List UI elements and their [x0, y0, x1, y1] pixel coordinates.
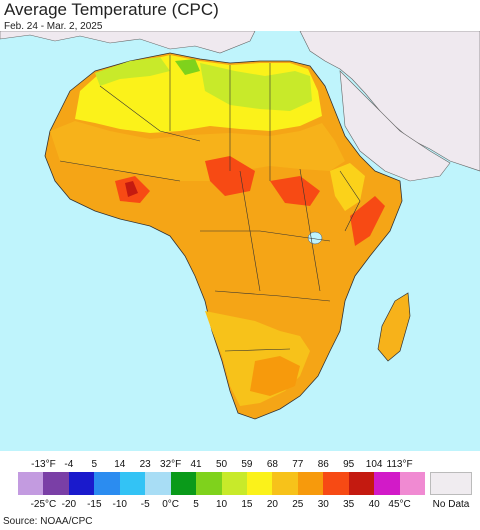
legend-tick-label: 10 [215, 499, 228, 510]
north-africa-lime [95, 57, 170, 86]
no-data-swatch [430, 472, 472, 495]
legend-tick-label: 68 [266, 459, 278, 470]
legend-tick-label: 41 [190, 459, 202, 470]
legend-tick-label: 59 [241, 459, 253, 470]
legend-tick-label: 14 [114, 459, 126, 470]
legend-tick-label: 0°C [162, 499, 180, 510]
hot-zone-darkred [125, 181, 138, 197]
madagascar [377, 292, 411, 362]
legend-tick-label: 30 [317, 499, 329, 510]
legend-swatch [145, 472, 171, 495]
legend-swatch [246, 472, 273, 495]
legend-swatch [374, 472, 400, 495]
legend-tick-label: 5 [193, 499, 199, 510]
south-coast-orange [250, 356, 300, 396]
legend-swatch [43, 472, 69, 495]
legend-swatch [119, 472, 146, 495]
legend-tick-label: -13°F [31, 459, 56, 470]
hot-zone-sudan [270, 176, 320, 206]
legend-swatch [68, 472, 95, 495]
legend-tick-label: 40 [368, 499, 380, 510]
hot-zone-east [350, 196, 385, 246]
legend-swatch [399, 472, 425, 495]
legend-tick-label: -4 [64, 459, 74, 470]
temperature-map [0, 31, 480, 451]
legend-swatch [221, 472, 247, 495]
color-legend: -13°F -4 5 14 23 32°F 41 50 59 68 77 86 95 104 113°F -… [0, 452, 480, 514]
source-credit: Source: NOAA/CPC [3, 516, 93, 527]
legend-tick-label: 23 [139, 459, 151, 470]
legend-tick-label: -5 [140, 499, 150, 510]
arabian-peninsula [339, 70, 451, 182]
country-borders [59, 55, 361, 352]
legend-tick-label: 15 [241, 499, 253, 510]
legend-swatch [94, 472, 120, 495]
libya-egypt-lime [200, 63, 312, 111]
legend-tick-label: 86 [317, 459, 329, 470]
coastal-green [175, 59, 200, 75]
sahel-orange [50, 121, 345, 181]
legend-tick-label: 77 [292, 459, 304, 470]
legend-tick-label: 32°F [160, 459, 182, 470]
legend-swatch [297, 472, 324, 495]
legend-swatch [196, 472, 222, 495]
legend-tick-label: 25 [292, 499, 304, 510]
legend-tick-label: -20 [61, 499, 77, 510]
legend-tick-label: 35 [343, 499, 355, 510]
europe-no-data [0, 31, 256, 54]
legend-tick-label: -25°C [30, 499, 57, 510]
legend-tick-label: 45°C [388, 499, 411, 510]
legend-swatch [18, 472, 44, 495]
legend-tick-label: -10 [112, 499, 127, 510]
map-title: Average Temperature (CPC) [4, 0, 219, 19]
legend-tick-label: 20 [266, 499, 278, 510]
legend-tick-label: 104 [365, 459, 383, 470]
legend-swatch [323, 472, 349, 495]
legend-tick-label: 95 [343, 459, 355, 470]
legend-tick-label: 50 [215, 459, 228, 470]
no-data-label: No Data [432, 499, 470, 510]
legend-swatch [272, 472, 298, 495]
legend-swatch [170, 472, 197, 495]
legend-swatches [18, 472, 425, 495]
legend-swatch [348, 472, 375, 495]
ethiopia-yellow [330, 163, 365, 211]
legend-tick-label: 113°F [386, 459, 413, 470]
legend-tick-label: 5 [91, 459, 98, 470]
legend-tick-label: -15 [87, 499, 102, 510]
map-date-range: Feb. 24 - Mar. 2, 2025 [4, 21, 103, 32]
